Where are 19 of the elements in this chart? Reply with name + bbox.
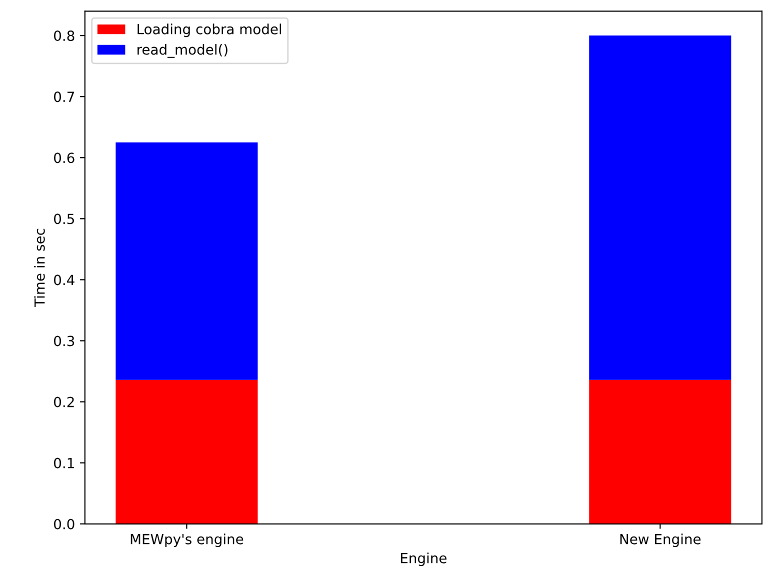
y-tick-label: 0.8 <box>54 30 74 42</box>
bar <box>116 142 258 380</box>
y-axis-title: Time in sec <box>34 228 45 307</box>
y-tick-label: 0.0 <box>54 518 74 530</box>
y-tick-label: 0.1 <box>54 458 74 468</box>
x-tick-label: New Engine <box>620 534 701 548</box>
bar <box>116 380 258 524</box>
x-tick-label: MEWpy's engine <box>130 534 244 548</box>
y-tick-label: 0.7 <box>54 92 74 102</box>
legend-label: Loading cobra model <box>138 24 282 38</box>
y-tick-label: 0.6 <box>54 152 74 164</box>
bar <box>589 36 732 380</box>
y-tick-label: 0.3 <box>54 336 74 346</box>
y-tick-label: 0.2 <box>54 396 74 408</box>
y-tick-label: 0.5 <box>54 214 74 224</box>
legend-label: read_model() <box>138 44 228 58</box>
x-axis-title: Engine <box>400 552 446 566</box>
y-tick-label: 0.4 <box>54 274 74 286</box>
bar <box>589 380 732 524</box>
